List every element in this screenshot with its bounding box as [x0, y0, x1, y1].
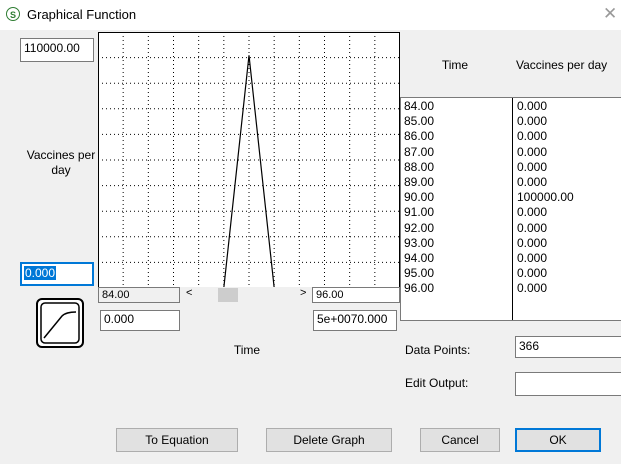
time-cell: 84.00 [404, 99, 435, 113]
app-icon: S [6, 7, 20, 21]
curve-icon [40, 302, 80, 344]
table-row[interactable]: 92.00 0.000 [401, 221, 621, 236]
scrollbar[interactable]: < > [180, 287, 312, 303]
time-cell: 87.00 [404, 144, 435, 159]
value-cell: 0.000 [517, 235, 548, 250]
table-row[interactable]: 84.00 0.000 [401, 99, 621, 114]
data-points-label: Data Points: [405, 343, 471, 357]
table-row[interactable]: 87.00 0.000 [401, 145, 621, 160]
table-row[interactable]: 93.00 0.000 [401, 236, 621, 251]
time-cell: 86.00 [404, 129, 435, 144]
graph[interactable] [98, 32, 400, 288]
table-header: Vaccines per day [516, 58, 608, 72]
x-min-label: 84.00 [98, 287, 180, 303]
y-min-text: 0.000 [24, 266, 57, 280]
edit-output-label: Edit Output: [405, 376, 469, 390]
time-cell: 85.00 [404, 114, 435, 129]
value-cell: 0.000 [517, 281, 548, 296]
table-row[interactable]: 95.00 0.000 [401, 266, 621, 281]
time-cell: 95.00 [404, 266, 435, 281]
x-min-input[interactable]: 0.000 [100, 310, 180, 331]
time-cell: 96.00 [404, 281, 435, 296]
x-max-input[interactable]: 5e+0070.000 [313, 310, 397, 331]
value-cell: 0.000 [517, 159, 548, 174]
table-row[interactable]: 96.00 0.000 [401, 281, 621, 296]
time-cell: 93.00 [404, 235, 435, 250]
table-header: Time [441, 58, 469, 72]
value-cell: 0.000 [517, 220, 548, 235]
value-cell: 0.000 [517, 114, 548, 129]
table-row[interactable]: 90.00 100000.00 [401, 190, 621, 205]
value-cell: 0.000 [517, 266, 548, 281]
table-row[interactable]: 88.00 0.000 [401, 160, 621, 175]
data-points-input[interactable]: 366 [515, 336, 621, 358]
time-cell: 91.00 [404, 205, 435, 220]
to-equation-button[interactable]: To Equation [116, 428, 238, 452]
x-axis-label: Time [233, 343, 261, 357]
time-cell: 89.00 [404, 175, 435, 189]
y-max-input[interactable]: 110000.00 [20, 38, 94, 62]
ok-button[interactable]: OK [515, 428, 601, 452]
time-cell: 90.00 [404, 190, 435, 205]
curve-type-button[interactable] [36, 298, 84, 348]
value-cell: 0.000 [517, 99, 548, 113]
value-cell: 0.000 [517, 251, 548, 265]
table-row[interactable]: 89.00 0.000 [401, 175, 621, 190]
time-cell: 92.00 [404, 220, 435, 235]
title-bar [0, 0, 621, 30]
x-max-label: 96.00 [312, 287, 400, 303]
table-row[interactable]: 91.00 0.000 [401, 205, 621, 220]
table-row[interactable]: 86.00 0.000 [401, 129, 621, 144]
delete-graph-button[interactable]: Delete Graph [266, 428, 392, 452]
data-table[interactable]: 84.00 0.000 85.00 0.000 86.00 0.000 87.00 0.000… [400, 97, 621, 321]
value-cell: 0.000 [517, 205, 548, 220]
table-row[interactable]: 85.00 0.000 [401, 114, 621, 129]
value-cell: 0.000 [517, 129, 548, 144]
value-cell: 0.000 [517, 175, 548, 189]
time-cell: 94.00 [404, 251, 435, 265]
value-cell: 0.000 [517, 144, 548, 159]
time-cell: 88.00 [404, 159, 435, 174]
cancel-button[interactable]: Cancel [420, 428, 500, 452]
y-min-input[interactable]: 0.000 [20, 262, 94, 286]
graph-line [98, 55, 400, 288]
window-title: Graphical Function [27, 7, 137, 22]
y-axis-label: Vaccines per day [26, 148, 96, 177]
close-button[interactable]: ✕ [603, 4, 618, 23]
table-row[interactable]: 94.00 0.000 [401, 251, 621, 266]
value-cell: 100000.00 [517, 190, 574, 205]
edit-output-input[interactable] [515, 372, 621, 396]
